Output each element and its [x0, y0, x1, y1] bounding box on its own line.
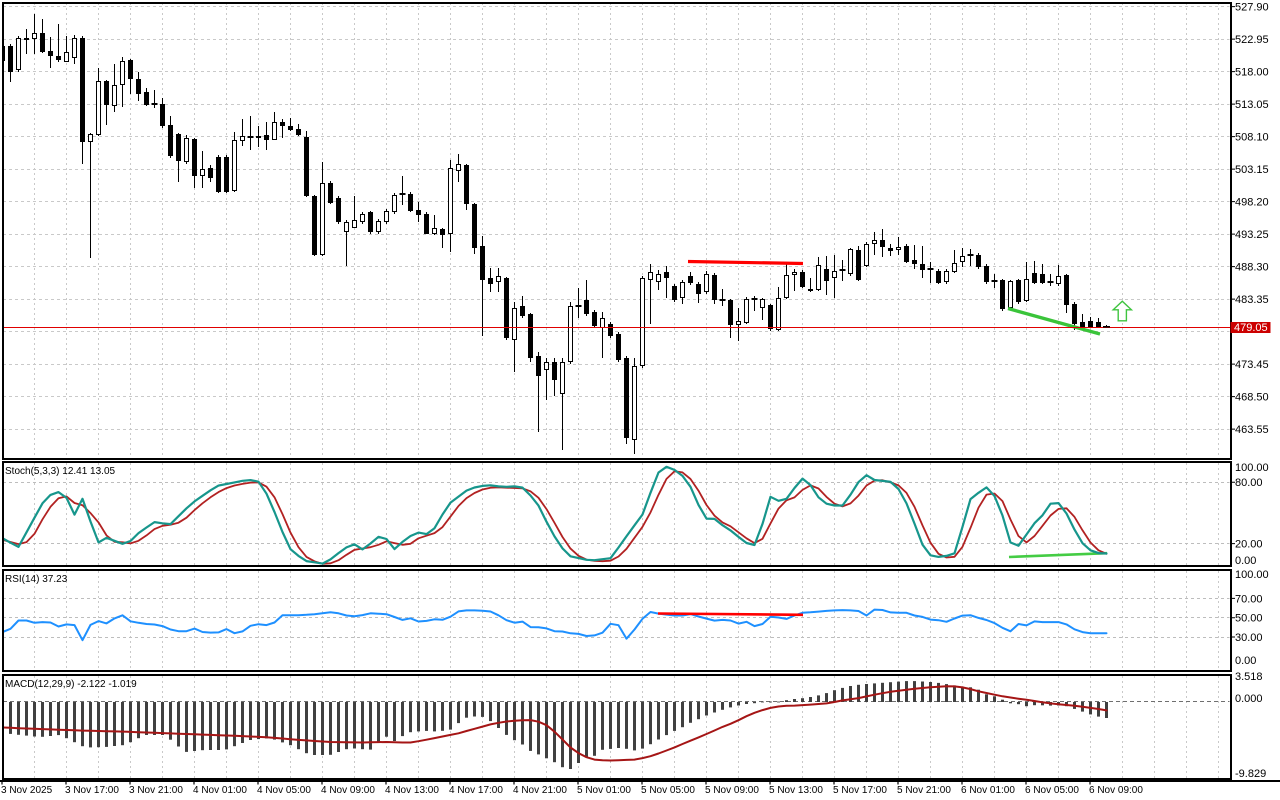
- svg-text:5 Nov 01:00: 5 Nov 01:00: [577, 785, 631, 796]
- svg-text:5 Nov 13:00: 5 Nov 13:00: [769, 785, 823, 796]
- svg-text:3 Nov 21:00: 3 Nov 21:00: [129, 785, 183, 796]
- svg-text:5 Nov 21:00: 5 Nov 21:00: [897, 785, 951, 796]
- svg-text:3 Nov 17:00: 3 Nov 17:00: [65, 785, 119, 796]
- svg-text:80.00: 80.00: [1235, 477, 1263, 489]
- svg-text:493.25: 493.25: [1235, 229, 1269, 241]
- svg-text:473.45: 473.45: [1235, 359, 1269, 371]
- svg-text:0.00: 0.00: [1235, 655, 1256, 667]
- svg-text:522.95: 522.95: [1235, 34, 1269, 46]
- svg-text:3.518: 3.518: [1235, 671, 1263, 683]
- svg-text:5 Nov 05:00: 5 Nov 05:00: [641, 785, 695, 796]
- svg-text:483.35: 483.35: [1235, 294, 1269, 306]
- svg-text:4 Nov 13:00: 4 Nov 13:00: [385, 785, 439, 796]
- svg-text:4 Nov 09:00: 4 Nov 09:00: [321, 785, 375, 796]
- svg-text:503.15: 503.15: [1235, 164, 1269, 176]
- svg-text:MACD(12,29,9) -2.122 -1.019: MACD(12,29,9) -2.122 -1.019: [5, 679, 137, 690]
- svg-text:0.000: 0.000: [1235, 693, 1263, 705]
- svg-text:468.50: 468.50: [1235, 392, 1269, 404]
- svg-text:4 Nov 17:00: 4 Nov 17:00: [449, 785, 503, 796]
- svg-text:Stoch(5,3,3) 12.41 13.05: Stoch(5,3,3) 12.41 13.05: [5, 466, 116, 477]
- svg-text:5 Nov 09:00: 5 Nov 09:00: [705, 785, 759, 796]
- svg-text:518.00: 518.00: [1235, 67, 1269, 79]
- svg-text:479.05: 479.05: [1234, 322, 1268, 334]
- svg-text:6 Nov 09:00: 6 Nov 09:00: [1089, 785, 1143, 796]
- svg-text:4 Nov 01:00: 4 Nov 01:00: [193, 785, 247, 796]
- svg-text:100.00: 100.00: [1235, 569, 1269, 581]
- svg-text:70.00: 70.00: [1235, 593, 1263, 605]
- svg-text:20.00: 20.00: [1235, 539, 1263, 551]
- svg-text:6 Nov 01:00: 6 Nov 01:00: [961, 785, 1015, 796]
- svg-text:4 Nov 05:00: 4 Nov 05:00: [257, 785, 311, 796]
- svg-text:100.00: 100.00: [1235, 462, 1269, 474]
- svg-text:508.10: 508.10: [1235, 132, 1269, 144]
- svg-text:4 Nov 21:00: 4 Nov 21:00: [513, 785, 567, 796]
- svg-text:488.30: 488.30: [1235, 262, 1269, 274]
- svg-text:513.05: 513.05: [1235, 99, 1269, 111]
- svg-text:3 Nov 2025: 3 Nov 2025: [1, 785, 53, 796]
- svg-text:5 Nov 17:00: 5 Nov 17:00: [833, 785, 887, 796]
- svg-text:463.55: 463.55: [1235, 424, 1269, 436]
- svg-text:527.90: 527.90: [1235, 2, 1269, 14]
- svg-text:RSI(14) 37.23: RSI(14) 37.23: [5, 574, 68, 585]
- svg-text:0.00: 0.00: [1235, 555, 1256, 567]
- svg-text:498.20: 498.20: [1235, 197, 1269, 209]
- svg-text:50.00: 50.00: [1235, 613, 1263, 625]
- svg-text:6 Nov 05:00: 6 Nov 05:00: [1025, 785, 1079, 796]
- svg-text:-9.829: -9.829: [1235, 768, 1266, 780]
- svg-text:30.00: 30.00: [1235, 632, 1263, 644]
